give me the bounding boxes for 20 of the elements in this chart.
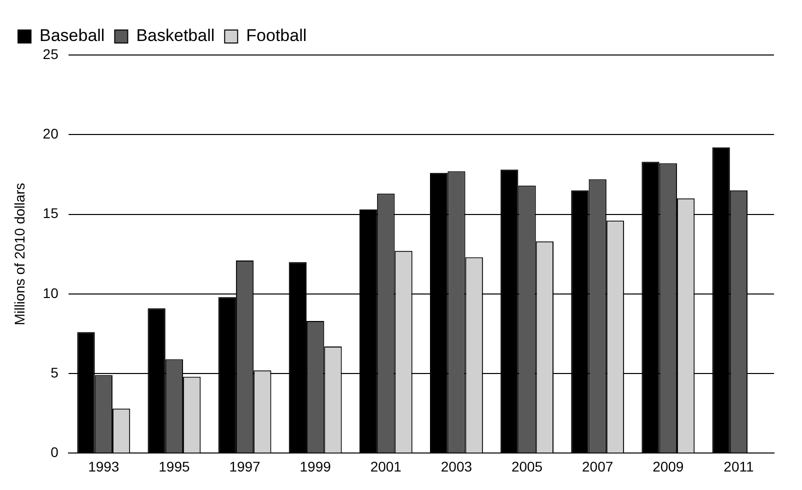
- x-tick-label: 1999: [300, 458, 332, 474]
- x-tick-label: 2009: [652, 458, 684, 474]
- x-tick-label: 1993: [88, 458, 120, 474]
- x-tick-label: 2007: [582, 458, 614, 474]
- y-tick-label: 25: [42, 46, 59, 62]
- x-tick-label: 1995: [158, 458, 190, 474]
- y-tick-label: 5: [50, 364, 59, 380]
- legend-label: Baseball: [40, 26, 105, 46]
- y-tick-label: 15: [42, 205, 59, 222]
- legend-label: Football: [246, 26, 307, 46]
- x-tick-label: 2011: [724, 458, 754, 474]
- x-tick-label: 2005: [511, 458, 543, 474]
- x-tick-label: 1997: [229, 458, 261, 474]
- y-axis-title: Millions of 2010 dollars: [11, 182, 28, 326]
- y-tick-label: 0: [50, 444, 59, 460]
- x-tick-label: 2003: [440, 458, 472, 474]
- y-tick-label: 20: [42, 126, 59, 142]
- x-tick-label: 2001: [370, 458, 402, 474]
- legend-label: Basketball: [136, 26, 215, 46]
- y-tick-label: 10: [42, 284, 59, 301]
